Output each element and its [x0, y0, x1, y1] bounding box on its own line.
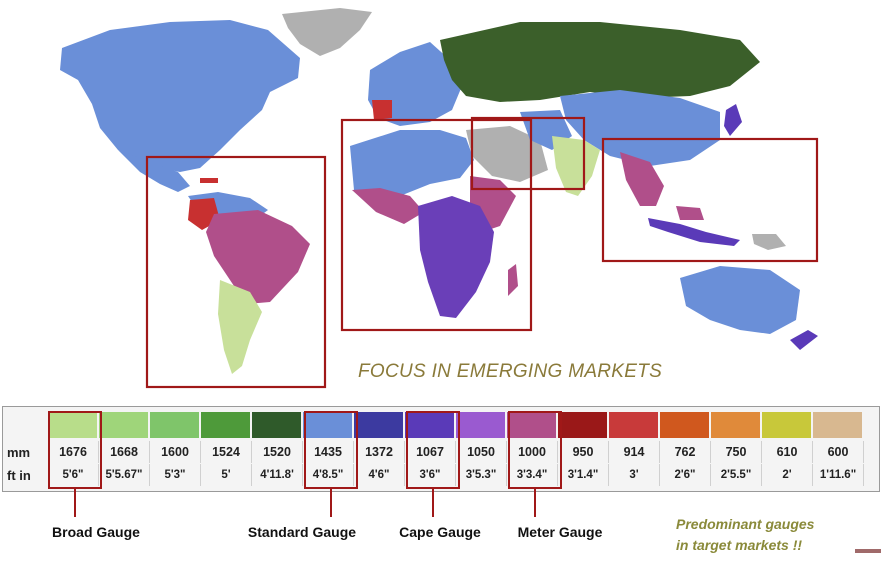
indonesia: [648, 218, 740, 246]
gauge-swatch: [303, 412, 354, 438]
gauge-ft-cell: 4'6": [354, 464, 405, 486]
gauge-swatch: [813, 412, 864, 438]
gauge-ft-cell: 3'5.3": [456, 464, 507, 486]
gauge-ft-cell: 3'1.4": [558, 464, 609, 486]
japan: [724, 104, 742, 136]
africa-north: [350, 130, 474, 206]
gauge-swatch: [48, 412, 99, 438]
gauge-mm-cell: 1668: [99, 441, 150, 463]
iberia: [372, 100, 392, 120]
gauge-ft-cell: 2'6": [660, 464, 711, 486]
caribbean: [200, 178, 218, 183]
australia: [680, 266, 800, 334]
gauge-swatch: [456, 412, 507, 438]
legend-dash: [855, 549, 881, 553]
focus-box-latin-america: [145, 155, 327, 389]
predominant-line-2: in target markets !!: [676, 537, 803, 553]
gauge-ft-cell: 5'5.67": [99, 464, 150, 486]
new-zealand: [790, 330, 818, 350]
gauge-mm-cell: 914: [609, 441, 660, 463]
madagascar: [508, 264, 518, 296]
focus-title: FOCUS IN EMERGING MARKETS: [358, 361, 663, 382]
china: [560, 90, 720, 166]
africa-west: [352, 188, 424, 224]
gauge-mm-cell: 1524: [201, 441, 252, 463]
ft-row: ft in 5'6" 5'5.67" 5'3" 5' 4'11.8' 4'8.5" 4'6"…: [3, 464, 879, 486]
label-broad-gauge: Broad Gauge: [52, 524, 140, 540]
gauge-swatch: [507, 412, 558, 438]
africa-south: [418, 196, 494, 318]
gauge-swatch: [558, 412, 609, 438]
gauge-mm-cell: 1600: [150, 441, 201, 463]
gauge-swatch: [711, 412, 762, 438]
swatch-row: [3, 412, 879, 438]
gauge-swatch: [660, 412, 711, 438]
gauge-mm-cell: 1676: [48, 441, 99, 463]
gauge-mm-cell: 762: [660, 441, 711, 463]
gauge-mm-cell: 950: [558, 441, 609, 463]
india: [552, 136, 600, 196]
label-meter-gauge: Meter Gauge: [517, 524, 603, 540]
gauge-ft-cell: 2'5.5": [711, 464, 762, 486]
new-guinea: [752, 234, 786, 250]
gauge-ft-cell: 2': [762, 464, 813, 486]
greenland: [282, 8, 372, 56]
gauge-ft-cell: 4'11.8': [252, 464, 303, 486]
gauge-ft-cell: 1'11.6": [813, 464, 864, 486]
gauge-ft-cell: 3': [609, 464, 660, 486]
label-standard-gauge: Standard Gauge: [247, 524, 357, 540]
focus-box-middle-east: [470, 116, 586, 191]
predominant-note: Predominant gauges in target markets !!: [676, 514, 856, 556]
gauge-swatch: [405, 412, 456, 438]
gauge-ft-cell: 4'8.5": [303, 464, 354, 486]
gauge-mm-cell: 1435: [303, 441, 354, 463]
gauge-swatch: [99, 412, 150, 438]
focus-box-asia: [601, 137, 819, 263]
north-america: [60, 20, 300, 172]
leader-standard: [330, 489, 332, 517]
leader-cape: [432, 489, 434, 517]
gauge-mm-cell: 1372: [354, 441, 405, 463]
mm-row-label: mm: [7, 444, 31, 460]
gauge-mm-cell: 1000: [507, 441, 558, 463]
leader-meter: [534, 489, 536, 517]
gauge-swatch: [354, 412, 405, 438]
mexico: [118, 150, 190, 192]
russia: [440, 22, 760, 102]
gauge-ft-cell: 5'6": [48, 464, 99, 486]
brazil: [206, 210, 310, 304]
gauge-swatch: [609, 412, 660, 438]
gauge-swatch: [150, 412, 201, 438]
middle-east: [466, 126, 548, 182]
mm-row: mm 1676 1668 1600 1524 1520 1435 1372 1067 1050 1…: [3, 441, 879, 463]
gauge-swatch: [762, 412, 813, 438]
gauge-ft-cell: 5'3": [150, 464, 201, 486]
swatch-row-header: [3, 412, 48, 438]
gauge-mm-cell: 600: [813, 441, 864, 463]
focus-box-africa: [340, 118, 533, 332]
gauge-mm-cell: 750: [711, 441, 762, 463]
predominant-line-1: Predominant gauges: [676, 516, 815, 532]
gauge-mm-cell: 1050: [456, 441, 507, 463]
se-asia: [620, 152, 664, 206]
gauge-swatch: [252, 412, 303, 438]
gauge-ft-cell: 3'6": [405, 464, 456, 486]
gauge-mm-cell: 1067: [405, 441, 456, 463]
argentina: [218, 280, 262, 374]
gauge-ft-cell: 5': [201, 464, 252, 486]
gauge-mm-cell: 610: [762, 441, 813, 463]
gauge-swatch: [201, 412, 252, 438]
ft-row-label: ft in: [7, 467, 31, 483]
leader-broad: [74, 489, 76, 517]
gauge-table: mm 1676 1668 1600 1524 1520 1435 1372 1067 1050 1…: [2, 406, 880, 492]
malaysia: [676, 206, 704, 220]
gauge-mm-cell: 1520: [252, 441, 303, 463]
label-cape-gauge: Cape Gauge: [399, 524, 481, 540]
gauge-ft-cell: 3'3.4": [507, 464, 558, 486]
world-map: [60, 8, 819, 389]
